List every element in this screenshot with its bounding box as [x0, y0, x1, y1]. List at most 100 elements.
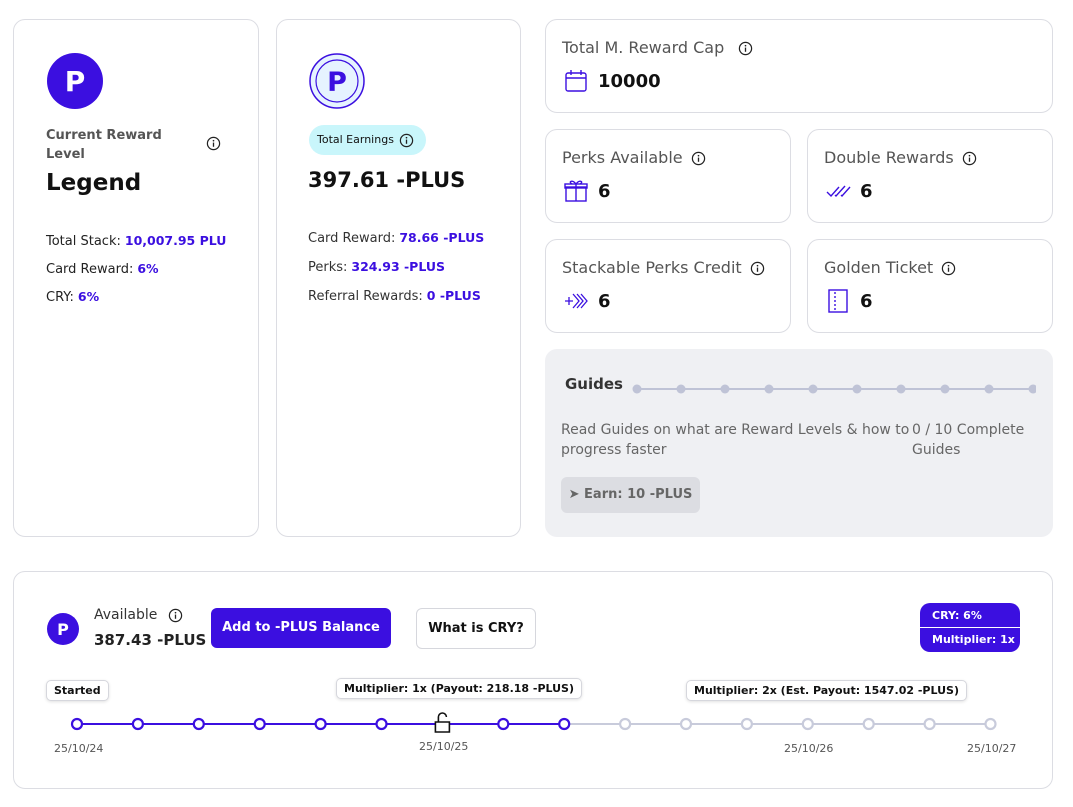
date: 25/10/26 [784, 742, 834, 755]
card-value: 6 [598, 181, 611, 202]
earning-label: Perks: [308, 260, 348, 275]
info-icon[interactable] [941, 261, 956, 276]
info-icon[interactable] [399, 133, 414, 148]
timeline-dot [862, 717, 875, 731]
card-title: Stackable Perks Credit [562, 258, 742, 277]
guides-progress-text: 0 / 10 Complete Guides [912, 422, 1025, 458]
tooltip: Multiplier: 1x (Payout: 218.18 -PLUS) [336, 678, 583, 699]
perk-card: Double Rewards 6 [807, 129, 1053, 223]
stat-row: Total Stack: 10,007.95 PLU [46, 230, 226, 249]
stat-label: CRY: [46, 290, 74, 305]
guide-dot [676, 384, 686, 394]
timeline-dot [192, 717, 205, 731]
earning-label: Card Reward: [308, 231, 396, 246]
timeline-dot [923, 717, 936, 731]
svg-text:P: P [57, 620, 69, 639]
card-title: Golden Ticket [824, 258, 934, 277]
stat-value: 10,007.95 PLU [124, 233, 227, 248]
earning-value: 324.93 -PLUS [351, 259, 446, 274]
guides-title: Guides [565, 375, 623, 393]
info-icon[interactable] [962, 151, 977, 166]
earnings-value: 397.61 -PLUS [308, 168, 466, 192]
svg-text:P: P [327, 67, 347, 98]
available-label: Available [94, 607, 158, 623]
timeline-dot [740, 717, 754, 731]
pill-label: Total Earnings [317, 133, 394, 146]
timeline-dot [497, 717, 510, 731]
perk-icon [828, 289, 848, 313]
logo: P [47, 53, 103, 109]
stat-label: Total Stack: [46, 234, 121, 249]
timeline-dot [253, 717, 266, 731]
timeline-dot [618, 717, 632, 731]
date: 25/10/27 [967, 742, 1017, 755]
guide-dot [632, 384, 642, 394]
earning-row: Referral Rewards: 0 -PLUS [308, 285, 481, 304]
level-value: Legend [46, 170, 142, 196]
secondary-button[interactable]: What is CRY? [416, 608, 536, 649]
perk-card: Stackable Perks Credit 6 [545, 239, 791, 333]
guide-dot [808, 384, 818, 394]
info-icon[interactable] [750, 261, 765, 276]
logo: P [47, 613, 79, 645]
svg-text:P: P [65, 65, 86, 98]
perk-icon [565, 293, 588, 309]
calendar-icon [565, 70, 587, 92]
earning-value: 0 -PLUS [426, 288, 481, 303]
guides-card: Guides Read Guides on what are Reward Le… [545, 349, 1053, 537]
stat-value: 6% [137, 261, 159, 276]
label: Current Reward Level [46, 128, 162, 162]
earning-value: 78.66 -PLUS [399, 230, 485, 245]
guides-description: Read Guides on what are Reward Levels & … [561, 422, 910, 458]
card-value: 6 [860, 181, 873, 202]
guide-dot [896, 384, 906, 394]
card-value: 6 [598, 291, 611, 312]
timeline [70, 712, 997, 733]
earning-row: Perks: 324.93 -PLUS [308, 256, 445, 275]
stat-row: CRY: 6% [46, 286, 99, 305]
badge-line: Multiplier: 1x [932, 633, 1015, 646]
available-card: P Available 387.43 -PLUS Add to -PLUS Ba… [13, 571, 1053, 789]
perk-icon [826, 185, 851, 198]
logo: P [309, 53, 365, 109]
primary-button[interactable]: Add to -PLUS Balance [211, 608, 391, 648]
badge: CRY: 6% Multiplier: 1x [920, 603, 1020, 652]
reward-cap-card: Total M. Reward Cap 10000 [545, 19, 1053, 113]
available-value: 387.43 -PLUS [94, 631, 207, 649]
guide-dot [764, 384, 774, 394]
pill: Total Earnings [309, 125, 426, 155]
guide-dot [940, 384, 950, 394]
timeline-dot [558, 717, 571, 731]
info-icon[interactable] [168, 608, 183, 623]
timeline-dot [70, 717, 84, 731]
stat-label: Card Reward: [46, 262, 134, 277]
guides-progress [632, 384, 1036, 394]
timeline-dot [314, 717, 327, 731]
stat-row: Card Reward: 6% [46, 258, 159, 277]
timeline-dot [679, 717, 693, 731]
tooltip: Multiplier: 2x (Est. Payout: 1547.02 -PL… [686, 680, 967, 701]
earn-button[interactable]: ➤ Earn: 10 -PLUS [561, 477, 700, 513]
info-icon[interactable] [738, 41, 753, 56]
perk-card: Golden Ticket 6 [807, 239, 1053, 333]
earning-label: Referral Rewards: [308, 289, 423, 304]
badge-line: CRY: 6% [932, 609, 982, 622]
timeline-dot [801, 717, 814, 731]
tooltip: Started [46, 680, 109, 701]
guide-dot [720, 384, 730, 394]
card-value: 6 [860, 291, 873, 312]
guide-dot [984, 384, 994, 394]
earning-row: Card Reward: 78.66 -PLUS [308, 227, 484, 246]
date: 25/10/25 [419, 740, 469, 753]
guide-dot [1028, 384, 1036, 394]
guide-dot [852, 384, 862, 394]
card-title: Perks Available [562, 148, 683, 167]
reward-level-card: P Current Reward Level Legend Total Stac… [13, 19, 259, 537]
timeline-dot [984, 717, 997, 731]
info-icon[interactable] [691, 151, 706, 166]
timeline-dot [131, 717, 145, 731]
card-value: 10000 [598, 71, 661, 92]
stat-value: 6% [77, 289, 100, 304]
info-icon[interactable] [206, 136, 221, 151]
